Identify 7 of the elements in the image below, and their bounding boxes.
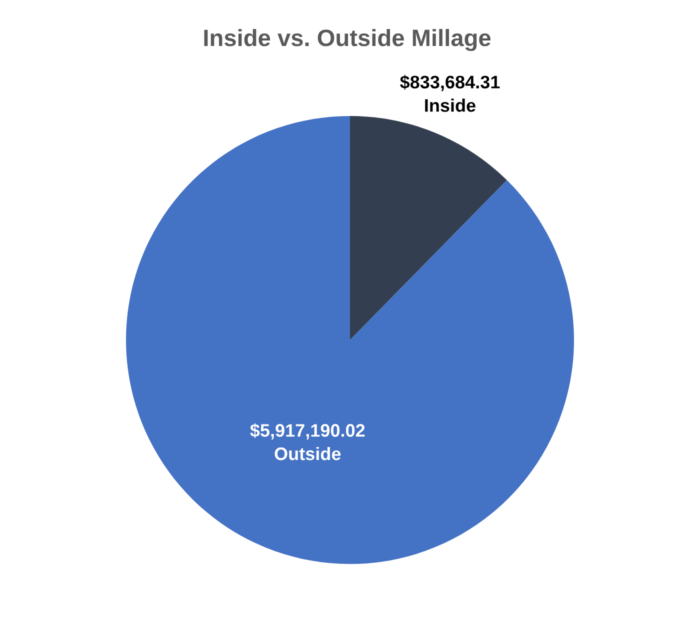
- pie-slice: [350, 116, 507, 340]
- data-label: $5,917,190.02: [250, 423, 365, 440]
- slice-label: Outside: [274, 446, 341, 460]
- data-label: $833,684.31: [400, 74, 500, 92]
- chart-title: Inside vs. Outside Millage: [204, 28, 491, 52]
- pie-slice: [126, 116, 574, 564]
- slice-label: Inside: [425, 98, 476, 112]
